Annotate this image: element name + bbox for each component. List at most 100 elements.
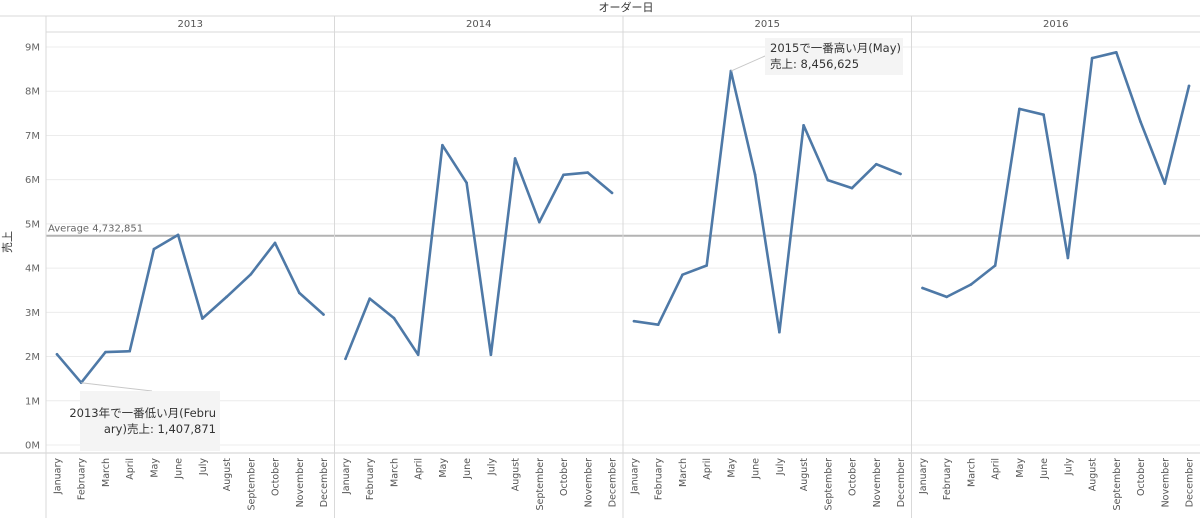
data-point: [1187, 84, 1191, 88]
x-tick-label: October: [848, 458, 859, 496]
panel-year-label: 2014: [466, 19, 491, 30]
average-label: Average 4,732,851: [48, 224, 143, 235]
label-layer: 0M 1M 2M 3M 4M 5M 6M 7M 8M 9M 2013 January February M…: [25, 19, 1196, 511]
data-point: [489, 353, 493, 357]
x-tick-label: December: [1185, 458, 1196, 507]
panel-frame-layer: [0, 15, 1200, 518]
data-point: [1018, 107, 1021, 111]
data-point: [1115, 51, 1118, 54]
data-point: [441, 143, 444, 147]
data-point: [632, 319, 636, 323]
x-tick-label: January: [341, 458, 352, 495]
x-tick-label: May: [438, 458, 449, 478]
data-point: [176, 233, 180, 237]
data-point: [1163, 182, 1167, 185]
data-point: [562, 173, 565, 177]
data-point: [128, 349, 131, 353]
x-tick-label: March: [966, 458, 977, 487]
x-tick-label: October: [271, 458, 282, 496]
x-tick-label: September: [246, 458, 257, 511]
x-tick-label: January: [918, 458, 929, 495]
annotation-leader: [730, 55, 766, 72]
x-tick-label: November: [872, 458, 883, 508]
data-point: [79, 381, 83, 385]
y-tick-label: 5M: [25, 219, 40, 230]
data-point: [802, 123, 805, 127]
x-tick-label: September: [823, 458, 834, 511]
data-point: [778, 330, 781, 334]
x-tick-label: December: [896, 458, 907, 507]
panel-year-label: 2013: [178, 19, 203, 30]
data-point: [152, 247, 156, 251]
panel-year-label: 2016: [1043, 19, 1068, 30]
x-tick-label: August: [222, 458, 233, 492]
data-point: [273, 241, 277, 245]
x-tick-label: February: [77, 458, 88, 500]
data-point: [681, 273, 684, 277]
data-point: [225, 295, 228, 299]
data-point: [392, 316, 396, 320]
data-point: [753, 173, 757, 177]
x-tick-label: January: [53, 458, 64, 495]
series-line-2016: [921, 50, 1191, 299]
x-tick-label: November: [1160, 458, 1171, 508]
x-tick-label: February: [654, 458, 665, 500]
data-point: [656, 323, 660, 327]
annotation-text: ary)売上: 1,407,871: [104, 422, 216, 436]
annotation-box: [80, 391, 220, 451]
data-point: [55, 353, 59, 356]
data-point: [538, 220, 541, 224]
x-tick-label: December: [608, 458, 619, 507]
series-line-2015: [632, 69, 902, 334]
data-point: [297, 291, 301, 295]
data-point: [201, 317, 204, 320]
data-point: [465, 181, 468, 185]
x-tick-label: July: [198, 458, 209, 476]
x-tick-label: January: [630, 458, 641, 495]
x-tick-label: May: [726, 458, 737, 478]
data-point: [416, 353, 420, 357]
data-point: [705, 264, 708, 267]
data-point: [945, 295, 949, 299]
x-tick-label: April: [991, 458, 1002, 480]
y-tick-label: 7M: [25, 131, 40, 142]
x-tick-label: October: [1136, 458, 1147, 496]
data-point: [104, 350, 107, 354]
x-tick-label: May: [1015, 458, 1026, 478]
x-tick-label: September: [1112, 458, 1123, 511]
x-tick-label: March: [389, 458, 400, 487]
y-tick-label: 2M: [25, 352, 40, 363]
series-layer: [55, 50, 1191, 385]
x-tick-label: November: [295, 458, 306, 508]
series-line-2014: [344, 143, 614, 361]
data-point: [368, 297, 372, 300]
y-tick-label: 3M: [25, 308, 40, 319]
annotation-text: 2013年で一番低い月(Febru: [69, 406, 216, 420]
data-point: [850, 186, 854, 190]
x-tick-label: March: [678, 458, 689, 487]
x-tick-label: July: [775, 458, 786, 476]
annotation-callout: 2013年で一番低い月(Febru ary)売上: 1,407,871: [69, 382, 220, 451]
x-tick-label: December: [319, 458, 330, 507]
data-point: [586, 171, 590, 174]
y-tick-label: 1M: [25, 396, 40, 407]
annotation-callout: 2015で一番高い月(May) 売上: 8,456,625: [730, 38, 903, 75]
annotation-box: [765, 38, 903, 75]
y-tick-label: 6M: [25, 175, 40, 186]
y-tick-label: 0M: [25, 441, 40, 452]
data-point: [513, 157, 517, 160]
x-tick-label: August: [1088, 458, 1099, 492]
data-point: [1066, 256, 1070, 260]
x-tick-label: June: [462, 458, 473, 480]
series-line-2013: [55, 233, 325, 385]
annotation-text: 売上: 8,456,625: [770, 57, 859, 71]
data-point: [610, 191, 614, 195]
data-point: [249, 273, 253, 276]
data-point: [969, 283, 973, 286]
x-tick-label: June: [174, 458, 185, 480]
x-tick-label: June: [1039, 458, 1050, 480]
data-point: [1090, 56, 1094, 60]
data-point: [1139, 120, 1142, 124]
